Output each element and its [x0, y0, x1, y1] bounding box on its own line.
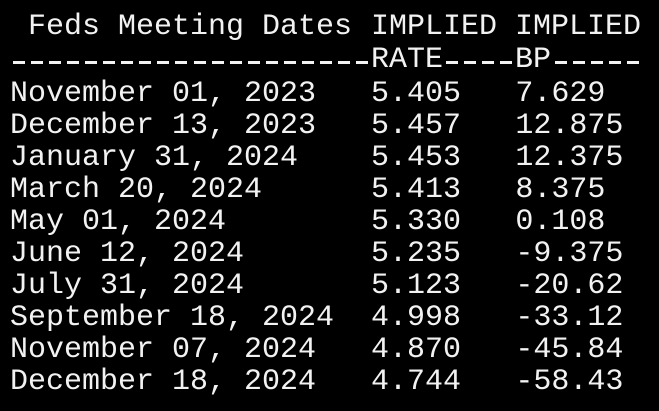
separator-dash: [265, 61, 278, 64]
implied-rate: 5.235: [371, 237, 462, 271]
separator-dash: [590, 61, 603, 64]
implied-rate: 5.413: [371, 173, 462, 207]
implied-bp: -58.43: [515, 365, 624, 399]
implied-bp: -45.84: [515, 333, 624, 367]
header-title: Feds Meeting Dates: [28, 10, 353, 44]
separator-dash: [554, 61, 567, 64]
separator-dash: [13, 61, 25, 64]
separator-dash: [31, 61, 44, 64]
meeting-date: December 13, 2023: [10, 109, 317, 143]
implied-bp: 8.375: [515, 173, 606, 207]
meeting-date: May 01, 2024: [10, 205, 227, 239]
separator-dash: [85, 61, 98, 64]
separator-dash: [319, 61, 332, 64]
implied-bp: -20.62: [515, 269, 624, 303]
header-bp-bottom: BP: [515, 43, 552, 77]
implied-rate: 5.330: [371, 205, 462, 239]
implied-bp: 7.629: [515, 77, 606, 111]
separator-dash: [157, 61, 170, 64]
separator-dash: [193, 61, 206, 64]
separator-dash: [337, 61, 350, 64]
separator-dash: [139, 61, 152, 64]
implied-bp: 0.108: [515, 205, 606, 239]
separator-dash: [49, 61, 62, 64]
separator-dash: [446, 61, 459, 64]
separator-dash: [355, 61, 368, 64]
implied-rate: 5.453: [371, 141, 462, 175]
separator-dash: [103, 61, 116, 64]
implied-rate: 4.744: [371, 365, 462, 399]
meeting-date: November 07, 2024: [10, 333, 317, 367]
separator-dash: [211, 61, 224, 64]
separator-dash: [301, 61, 314, 64]
separator-dash: [608, 61, 621, 64]
header-bp-top: IMPLIED: [515, 10, 642, 44]
meeting-date: June 12, 2024: [10, 237, 245, 271]
separator-dash: [464, 61, 477, 64]
implied-rate: 4.998: [371, 301, 462, 335]
meeting-date: March 20, 2024: [10, 173, 263, 207]
separator-dash: [500, 61, 513, 64]
implied-bp: -33.12: [515, 301, 624, 335]
implied-rate: 5.457: [371, 109, 462, 143]
separator-dash: [626, 61, 639, 64]
implied-rate: 5.405: [371, 77, 462, 111]
meeting-date: December 18, 2024: [10, 365, 317, 399]
implied-bp: 12.375: [515, 141, 624, 175]
separator-dash: [175, 61, 188, 64]
meeting-date: November 01, 2023: [10, 77, 317, 111]
header-rate-bottom: RATE: [371, 43, 444, 77]
separator-dash: [572, 61, 585, 64]
separator-dash: [121, 61, 134, 64]
separator-dash: [283, 61, 296, 64]
meeting-date: July 31, 2024: [10, 269, 245, 303]
separator-dash: [229, 61, 242, 64]
separator-dash: [482, 61, 495, 64]
implied-bp: 12.875: [515, 109, 624, 143]
implied-rate: 4.870: [371, 333, 462, 367]
implied-bp: -9.375: [515, 237, 624, 271]
separator-dash: [67, 61, 80, 64]
separator-dash: [247, 61, 260, 64]
meeting-date: January 31, 2024: [10, 141, 299, 175]
header-rate-top: IMPLIED: [371, 10, 498, 44]
implied-rate: 5.123: [371, 269, 462, 303]
meeting-date: September 18, 2024: [10, 301, 335, 335]
